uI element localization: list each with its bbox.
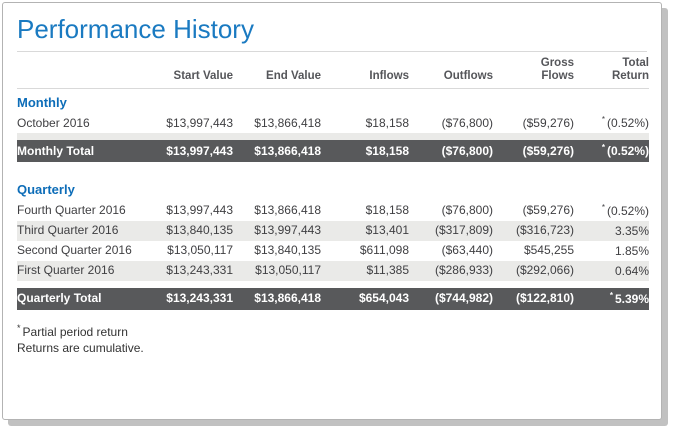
return-value: (0.52%) xyxy=(606,144,649,159)
cell-total-return: * 5.39% xyxy=(574,287,649,310)
table-row-second-quarter-2016: Second Quarter 2016 $13,050,117 $13,840,… xyxy=(17,241,649,261)
cell-gross-flows: ($316,723) xyxy=(493,220,574,241)
row-label: Fourth Quarter 2016 xyxy=(17,203,126,218)
table-row-third-quarter-2016: Third Quarter 2016 $13,840,135 $13,997,4… xyxy=(17,220,649,241)
cell-inflows: $611,098 xyxy=(359,243,409,258)
cell-outflows: ($76,800) xyxy=(409,140,493,163)
performance-table: Start Value End Value Inflows Outflows G… xyxy=(17,51,649,310)
cell-end-value: $13,866,418 xyxy=(254,203,321,218)
cell-inflows: $18,158 xyxy=(321,140,409,163)
gross-flows-line2: Flows xyxy=(541,70,574,83)
cell-gross-flows: ($59,276) xyxy=(522,115,574,130)
row-label: Second Quarter 2016 xyxy=(17,243,132,258)
cell-start-value: $13,997,443 xyxy=(157,140,233,163)
cell-end-value: $13,050,117 xyxy=(233,260,321,281)
return-value: (0.52%) xyxy=(606,116,649,131)
section-label: Monthly xyxy=(17,95,67,111)
section-header-quarterly: Quarterly xyxy=(17,176,649,200)
return-value: 5.39% xyxy=(614,291,649,306)
table-row-fourth-quarter-2016: Fourth Quarter 2016 $13,997,443 $13,866,… xyxy=(17,201,649,221)
cell-inflows: $11,385 xyxy=(321,260,409,281)
return-value: 3.35% xyxy=(614,223,649,238)
cell-gross-flows: $545,255 xyxy=(523,243,574,258)
cell-total-return: * (0.52%) xyxy=(574,113,649,133)
gross-flows-line1: Gross xyxy=(540,56,574,69)
table-row-october-2016: October 2016 $13,997,443 $13,866,418 $18… xyxy=(17,113,649,133)
cell-end-value: $13,840,135 xyxy=(254,243,321,258)
cell-total-return: * (0.52%) xyxy=(574,140,649,163)
cell-total-return: 3.35% xyxy=(574,220,649,241)
cell-outflows: ($286,933) xyxy=(409,260,493,281)
partial-period-marker: * xyxy=(609,290,613,300)
cell-total-return: * (0.52%) xyxy=(574,201,649,221)
cell-start-value: $13,243,331 xyxy=(157,287,233,310)
cell-end-value: $13,866,418 xyxy=(233,287,321,310)
footnote-cumulative: Returns are cumulative. xyxy=(17,340,144,355)
partial-period-marker: * xyxy=(601,115,605,125)
cell-outflows: ($744,982) xyxy=(409,287,493,310)
column-header-gross-flows: Gross Flows xyxy=(493,51,574,90)
cell-outflows: ($317,809) xyxy=(409,220,493,241)
cell-total-return: 1.85% xyxy=(574,241,649,261)
column-header-outflows: Outflows xyxy=(409,51,493,90)
column-header-period xyxy=(17,51,157,90)
return-value: (0.52%) xyxy=(606,203,649,218)
total-label: Monthly Total xyxy=(17,140,157,163)
section-header-monthly: Monthly xyxy=(17,89,649,114)
cell-inflows: $18,158 xyxy=(365,203,409,218)
cell-end-value: $13,997,443 xyxy=(233,220,321,241)
table-row-first-quarter-2016: First Quarter 2016 $13,243,331 $13,050,1… xyxy=(17,260,649,281)
cell-outflows: ($76,800) xyxy=(441,115,493,130)
spacer-row xyxy=(17,133,649,141)
cell-gross-flows: ($122,810) xyxy=(493,287,574,310)
return-value: 0.64% xyxy=(614,263,649,278)
cell-end-value: $13,866,418 xyxy=(254,115,321,130)
total-return-line2: Return xyxy=(611,70,649,83)
partial-period-marker: * xyxy=(17,322,21,333)
column-header-start-value: Start Value xyxy=(157,51,233,90)
partial-period-marker: * xyxy=(601,143,605,153)
column-header-row: Start Value End Value Inflows Outflows G… xyxy=(17,51,649,90)
cell-inflows: $13,401 xyxy=(321,220,409,241)
quarterly-total-row: Quarterly Total $13,243,331 $13,866,418 … xyxy=(17,287,649,310)
footnotes: * Partial period return Returns are cumul… xyxy=(17,322,647,356)
title-divider xyxy=(17,50,647,52)
cell-gross-flows: ($59,276) xyxy=(493,140,574,163)
total-label: Quarterly Total xyxy=(17,287,157,310)
cell-outflows: ($76,800) xyxy=(441,203,493,218)
footnote-partial-period: * Partial period return xyxy=(17,322,647,340)
section-gap xyxy=(17,162,649,176)
row-label: First Quarter 2016 xyxy=(17,260,157,281)
row-label: Third Quarter 2016 xyxy=(17,220,157,241)
spacer-row xyxy=(17,281,649,288)
cell-start-value: $13,840,135 xyxy=(157,220,233,241)
total-return-line1: Total xyxy=(622,56,649,69)
row-label: October 2016 xyxy=(17,115,90,130)
return-value: 1.85% xyxy=(614,243,649,258)
column-header-end-value: End Value xyxy=(233,51,321,90)
cell-gross-flows: ($292,066) xyxy=(493,260,574,281)
monthly-total-row: Monthly Total $13,997,443 $13,866,418 $1… xyxy=(17,140,649,163)
cell-start-value: $13,997,443 xyxy=(166,115,233,130)
cell-inflows: $654,043 xyxy=(321,287,409,310)
page-title: Performance History xyxy=(17,14,254,44)
cell-start-value: $13,997,443 xyxy=(166,203,233,218)
cell-start-value: $13,050,117 xyxy=(167,243,233,258)
section-label: Quarterly xyxy=(17,182,75,198)
cell-gross-flows: ($59,276) xyxy=(522,203,574,218)
performance-history-window: Performance History Start Value End Valu… xyxy=(2,2,662,420)
column-header-total-return: Total Return xyxy=(574,51,649,90)
cell-start-value: $13,243,331 xyxy=(157,260,233,281)
cell-end-value: $13,866,418 xyxy=(233,140,321,163)
column-header-inflows: Inflows xyxy=(321,51,409,90)
footnote-text: Partial period return xyxy=(22,324,128,339)
cell-total-return: 0.64% xyxy=(574,260,649,281)
cell-inflows: $18,158 xyxy=(365,115,409,130)
partial-period-marker: * xyxy=(601,202,605,212)
cell-outflows: ($63,440) xyxy=(441,243,493,258)
